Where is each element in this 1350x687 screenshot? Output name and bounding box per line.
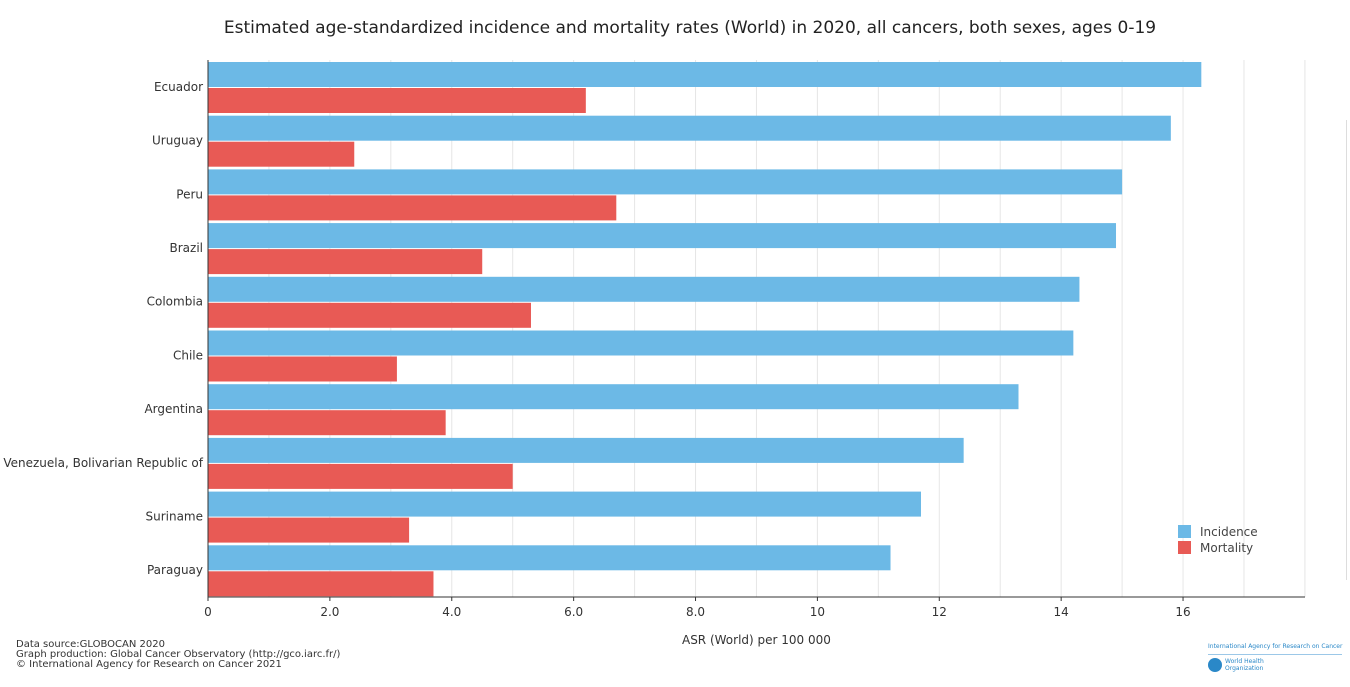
category-label: Ecuador — [154, 80, 203, 94]
category-label: Paraguay — [147, 563, 203, 577]
bar-incidence — [208, 223, 1117, 249]
category-label: Peru — [176, 187, 203, 201]
bar-mortality — [208, 463, 513, 489]
x-tick-label: 8.0 — [686, 605, 705, 619]
category-label: Chile — [173, 348, 203, 362]
bar-mortality — [208, 195, 617, 221]
bar-incidence — [208, 276, 1080, 302]
bar-mortality — [208, 249, 483, 275]
category-label: Suriname — [145, 509, 203, 523]
legend-swatch-incidence — [1178, 525, 1191, 538]
x-tick-label: 12 — [932, 605, 947, 619]
iarc-logo-text: International Agency for Research on Can… — [1208, 643, 1343, 650]
x-tick-label: 4.0 — [442, 605, 461, 619]
bar-incidence — [208, 115, 1171, 141]
bar-incidence — [208, 437, 964, 463]
x-axis-label: ASR (World) per 100 000 — [682, 633, 831, 647]
footer-graph-production: Graph production: Global Cancer Observat… — [16, 649, 341, 660]
category-label: Brazil — [170, 241, 204, 255]
x-tick-label: 2.0 — [320, 605, 339, 619]
bar-mortality — [208, 410, 446, 436]
iarc-who-logo: International Agency for Research on Can… — [1208, 643, 1343, 672]
x-tick-label: 14 — [1054, 605, 1069, 619]
who-globe-icon — [1208, 658, 1222, 672]
bar-mortality — [208, 88, 586, 113]
bar-mortality — [208, 571, 434, 597]
legend-label-incidence: Incidence — [1200, 525, 1258, 539]
category-label: Colombia — [147, 295, 203, 309]
x-tick-label: 0 — [204, 605, 212, 619]
bar-mortality — [208, 302, 531, 328]
legend-swatch-mortality — [1178, 541, 1191, 554]
bar-incidence — [208, 491, 921, 517]
bar-incidence — [208, 169, 1123, 195]
who-logo-text: World Health Organization — [1225, 658, 1264, 672]
category-label: Argentina — [144, 402, 203, 416]
footer-data-source: Data source:GLOBOCAN 2020 — [16, 639, 165, 650]
bar-mortality — [208, 356, 397, 382]
bar-incidence — [208, 545, 891, 571]
legend-label-mortality: Mortality — [1200, 541, 1253, 555]
x-tick-label: 6.0 — [564, 605, 583, 619]
footer-copyright: © International Agency for Research on C… — [16, 659, 282, 670]
x-tick-label: 16 — [1175, 605, 1190, 619]
chart-title: Estimated age-standardized incidence and… — [223, 18, 1157, 38]
bar-incidence — [208, 384, 1019, 410]
category-label: Venezuela, Bolivarian Republic of — [3, 456, 203, 470]
scrollbar-edge — [1346, 120, 1350, 580]
bar-incidence — [208, 330, 1074, 356]
footer: Data source:GLOBOCAN 2020 Graph producti… — [16, 640, 340, 670]
bar-mortality — [208, 517, 410, 543]
x-tick-label: 10 — [810, 605, 825, 619]
category-label: Uruguay — [152, 134, 203, 148]
bar-mortality — [208, 141, 355, 167]
bar-incidence — [208, 62, 1202, 87]
